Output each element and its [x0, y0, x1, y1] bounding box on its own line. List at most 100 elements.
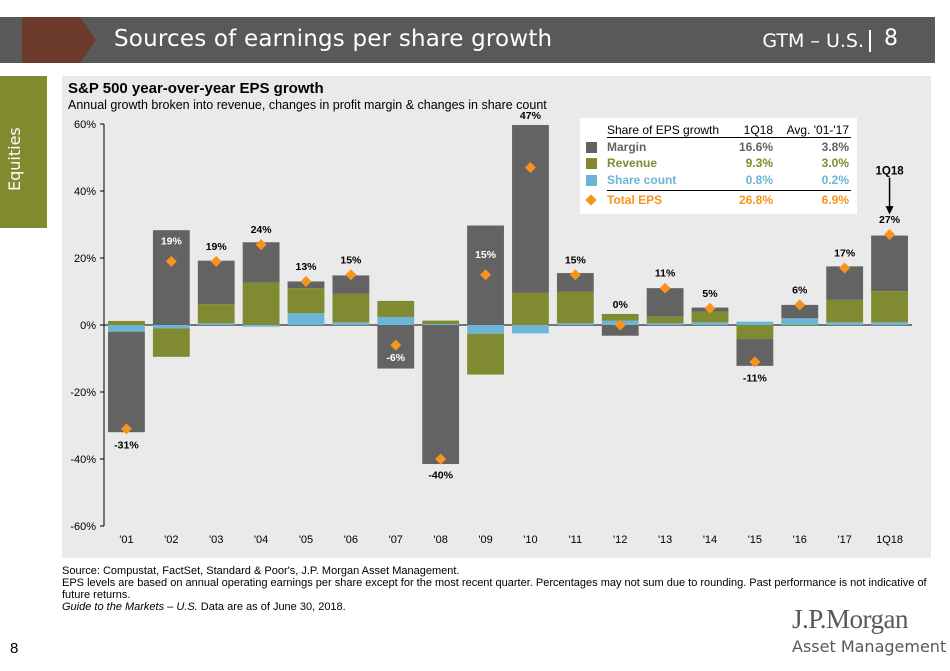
- bar-margin: [422, 325, 460, 465]
- share-count-swatch: [586, 175, 597, 186]
- total-eps-marker: [390, 339, 402, 351]
- y-tick-label: 20%: [74, 253, 96, 265]
- bar-margin: [332, 275, 370, 294]
- legend-row-revenue: Revenue 9.3% 3.0%: [580, 155, 857, 173]
- x-tick-label: '03: [209, 534, 223, 546]
- bar-margin: [781, 304, 819, 319]
- bar-margin: [152, 230, 190, 325]
- margin-swatch: [586, 142, 597, 153]
- legend-header-1q18: 1Q18: [743, 123, 773, 137]
- total-eps-marker: [884, 229, 896, 241]
- total-eps-marker: [435, 453, 447, 465]
- bar-share-count: [377, 316, 415, 325]
- annotation-label: 1Q18: [875, 165, 904, 177]
- x-tick-label: '02: [164, 534, 178, 546]
- data-label: 15%: [475, 249, 497, 261]
- data-label: 47%: [520, 110, 542, 122]
- header-divider: [869, 30, 871, 52]
- bar-margin: [512, 125, 549, 293]
- total-eps-marker: [659, 282, 671, 294]
- x-tick-label: '10: [523, 534, 537, 546]
- data-label: 15%: [565, 254, 587, 266]
- data-label: 19%: [161, 235, 183, 247]
- chart-subtitle: Annual growth broken into revenue, chang…: [68, 98, 547, 112]
- bar-revenue: [512, 292, 549, 325]
- legend-label: Revenue: [607, 156, 658, 170]
- x-tick-label: '06: [344, 534, 358, 546]
- chevron-icon: [80, 17, 96, 63]
- bar-share-count: [871, 322, 908, 325]
- guide-date: Data are as of June 30, 2018.: [197, 601, 346, 613]
- bar-share-count: [332, 322, 370, 325]
- bar-share-count: [736, 321, 774, 325]
- total-eps-marker: [839, 262, 851, 274]
- section-label: Equities: [5, 127, 24, 191]
- bar-revenue: [108, 320, 145, 325]
- legend-row-total-eps: Total EPS 26.8% 6.9%: [580, 192, 857, 210]
- slide-number: 8: [10, 640, 19, 657]
- bar-share-count: [556, 323, 594, 325]
- y-tick-label: 60%: [74, 119, 96, 131]
- data-label: 15%: [340, 254, 362, 266]
- data-label: -40%: [428, 470, 453, 482]
- y-tick-label: 40%: [74, 186, 96, 198]
- legend-value: 26.8%: [738, 193, 773, 207]
- total-eps-marker: [480, 269, 492, 281]
- bar-revenue: [826, 299, 864, 323]
- x-tick-label: '12: [613, 534, 627, 546]
- data-label: 11%: [655, 268, 676, 280]
- bar-revenue: [152, 328, 190, 357]
- guide-note: Guide to the Markets – U.S. Data are as …: [62, 601, 950, 613]
- bar-share-count: [646, 323, 684, 325]
- total-eps-marker: [255, 239, 267, 251]
- data-label: 0%: [613, 299, 629, 311]
- legend-value: 0.2%: [821, 173, 849, 187]
- section-tab: Equities: [0, 76, 47, 228]
- bar-revenue: [871, 291, 908, 323]
- guide-title: Guide to the Markets – U.S.: [62, 601, 198, 613]
- x-tick-label: '07: [389, 534, 403, 546]
- bar-share-count: [467, 325, 504, 334]
- y-tick-label: 0%: [80, 320, 96, 332]
- eps-chart: 60% 40% 20% 0% -20% -40% -60% -31% '01 19% '02 19% '…: [70, 110, 912, 546]
- bar-revenue: [736, 325, 774, 340]
- bar-revenue: [287, 288, 325, 314]
- bar-share-count: [512, 325, 549, 334]
- x-tick-label: '01: [119, 534, 133, 546]
- total-eps-marker: [524, 162, 536, 174]
- bar-share-count: [691, 322, 729, 325]
- disclaimer-note: EPS levels are based on annual operating…: [62, 577, 927, 601]
- chart-legend: Share of EPS growth 1Q18 Avg. '01-'17 Ma…: [580, 118, 857, 214]
- bar-revenue: [781, 325, 819, 327]
- total-eps-marker: [345, 269, 357, 281]
- legend-header-label: Share of EPS growth: [607, 123, 720, 137]
- legend-header: Share of EPS growth 1Q18 Avg. '01-'17: [580, 122, 857, 140]
- x-tick-label: '16: [793, 534, 807, 546]
- legend-value: 16.6%: [738, 140, 773, 154]
- legend-value: 0.8%: [745, 173, 773, 187]
- diamond-icon: [585, 194, 597, 206]
- bar-revenue: [197, 304, 235, 324]
- bar-revenue: [422, 320, 460, 324]
- y-tick-label: -40%: [70, 454, 96, 466]
- bar-revenue: [646, 316, 684, 324]
- bar-revenue: [601, 313, 639, 321]
- y-tick-label: -60%: [70, 521, 96, 533]
- legend-value: 9.3%: [745, 156, 773, 170]
- revenue-swatch: [586, 158, 597, 169]
- bar-revenue: [556, 291, 594, 324]
- legend-value: 3.8%: [821, 140, 849, 154]
- total-eps-marker: [569, 269, 581, 281]
- total-eps-marker: [210, 255, 222, 267]
- logo-subtitle: Asset Management: [792, 637, 947, 656]
- gtm-label: GTM – U.S.: [762, 30, 864, 52]
- brand-tab: [22, 17, 80, 63]
- total-eps-marker: [749, 356, 761, 368]
- legend-label: Share count: [607, 173, 677, 187]
- page-title: Sources of earnings per share growth: [114, 26, 553, 52]
- jpmorgan-logo: J.P.Morgan: [792, 604, 909, 634]
- bar-margin: [197, 260, 235, 305]
- data-label: 24%: [251, 224, 273, 236]
- total-eps-marker: [794, 299, 806, 311]
- legend-divider: [607, 137, 851, 138]
